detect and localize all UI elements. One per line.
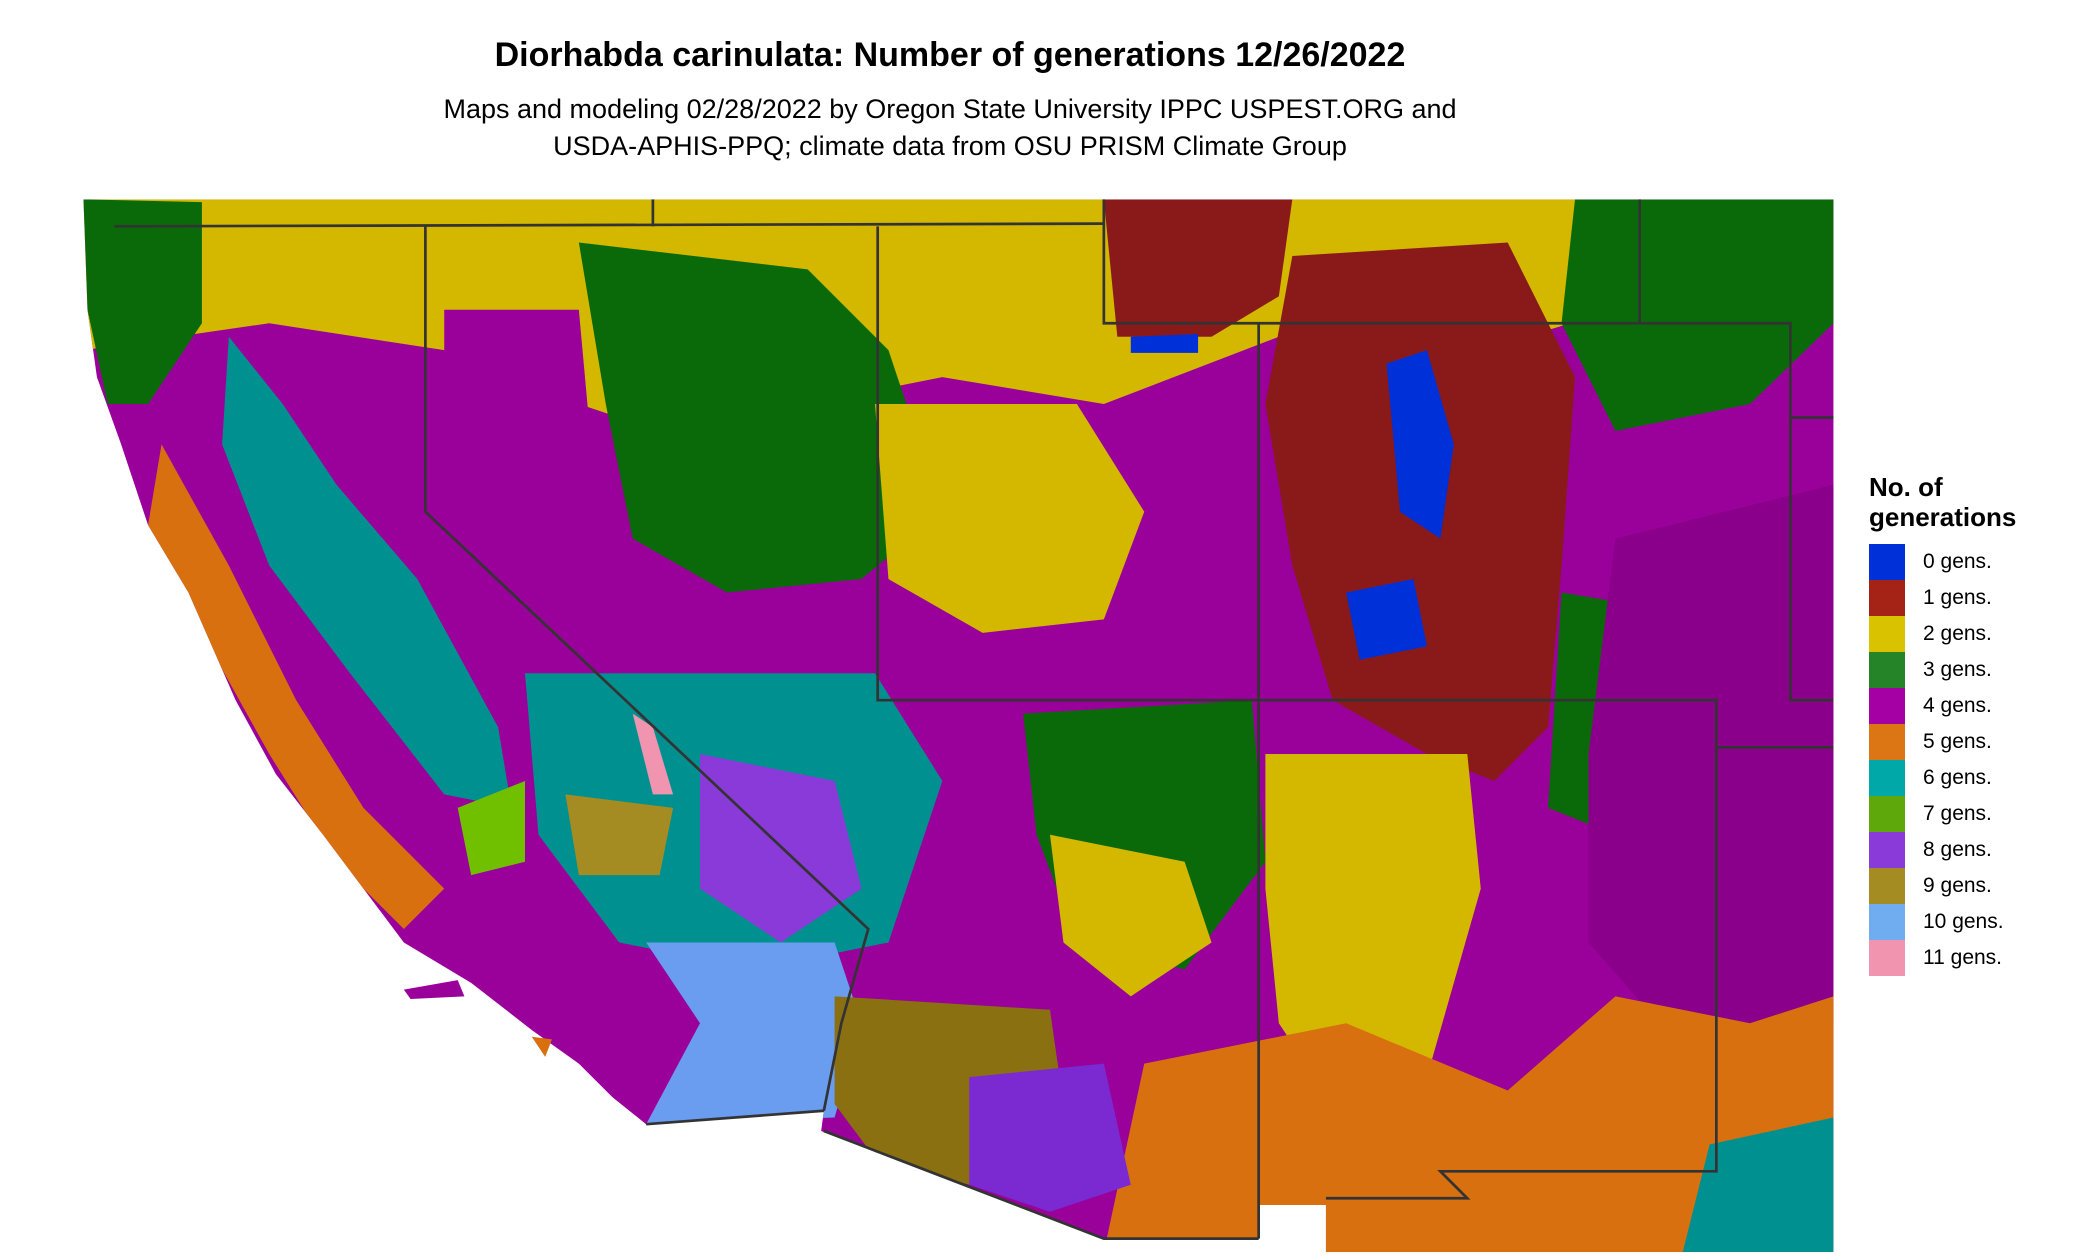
region-9-gens-west	[565, 794, 674, 876]
legend-swatch	[1869, 940, 1905, 976]
legend-swatch	[1869, 616, 1905, 652]
region-7-gens	[457, 780, 525, 876]
region-0-gens-2	[1346, 579, 1427, 660]
legend-item: 7 gens.	[1869, 796, 2016, 832]
state-borders	[114, 199, 1834, 1240]
legend-item: 2 gens.	[1869, 616, 2016, 652]
legend-label: 11 gens.	[1923, 946, 2003, 969]
legend-title: No. of generations	[1869, 472, 2016, 532]
legend-label: 6 gens.	[1923, 766, 1992, 789]
legend-item: 5 gens.	[1869, 724, 2016, 760]
legend-swatch	[1869, 688, 1905, 724]
region-2-gens-nm	[1265, 754, 1481, 1105]
legend-item: 6 gens.	[1869, 760, 2016, 796]
legend-label: 2 gens.	[1923, 622, 1992, 645]
legend-item: 4 gens.	[1869, 688, 2016, 724]
region-11-gens	[632, 713, 674, 795]
legend-label: 8 gens.	[1923, 838, 1992, 861]
legend-swatch	[1869, 652, 1905, 688]
legend-label: 3 gens.	[1923, 658, 1992, 681]
region-2-gens-az	[1050, 834, 1212, 997]
legend-label: 4 gens.	[1923, 694, 1992, 717]
region-3-gens-nevada	[578, 242, 943, 593]
island	[531, 1036, 552, 1057]
legend-swatch	[1869, 760, 1905, 796]
legend-swatch	[1869, 580, 1905, 616]
map-title: Diorhabda carinulata: Number of generati…	[494, 36, 1406, 74]
legend-label: 1 gens.	[1923, 586, 1992, 609]
legend-label: 5 gens.	[1923, 730, 1992, 753]
map-subtitle-line-2: USDA-APHIS-PPQ; climate data from OSU PR…	[553, 131, 1347, 161]
region-4-gens-east	[1588, 484, 1834, 1051]
region-3-gens-coast	[83, 199, 202, 405]
region-0-gens-1	[1386, 350, 1454, 539]
region-5-gens-south	[1103, 996, 1834, 1253]
legend-title-line: generations	[1869, 502, 2017, 532]
region-4-gens-nevada	[444, 309, 593, 539]
legend-item: 9 gens.	[1869, 868, 2016, 904]
legend-swatch	[1869, 832, 1905, 868]
region-0-gens-3	[1130, 334, 1199, 353]
region-1-gens-wyoming	[1103, 199, 1293, 337]
legend-swatch	[1869, 868, 1905, 904]
legend-item: 8 gens.	[1869, 832, 2016, 868]
legend-item: 1 gens.	[1869, 580, 2016, 616]
region-2-gens-utah	[875, 404, 1145, 633]
legend-swatch	[1869, 904, 1905, 940]
legend-label: 0 gens.	[1923, 550, 1992, 573]
region-8-gens	[969, 1063, 1131, 1212]
legend-item: 11 gens.	[1869, 940, 2016, 976]
region-3-gens-northeast	[1561, 199, 1834, 431]
region-10-gens	[646, 942, 862, 1125]
region-6-gens-southeast	[1682, 1117, 1834, 1253]
region-6-gens-central-valley	[222, 336, 512, 808]
region-5-gens-coast	[148, 444, 445, 930]
legend-title-line: No. of	[1869, 472, 1943, 502]
legend-item: 10 gens.	[1869, 904, 2016, 940]
legend-swatch	[1869, 544, 1905, 580]
legend-label: 7 gens.	[1923, 802, 1992, 825]
legend-label: 10 gens.	[1923, 910, 2004, 933]
legend-item: 3 gens.	[1869, 652, 2016, 688]
legend-label: 9 gens.	[1923, 874, 1992, 897]
legend: No. of generations 0 gens. 1 gens. 2 gens.…	[1869, 472, 2016, 976]
island	[403, 980, 465, 1000]
legend-item: 0 gens.	[1869, 544, 2016, 580]
legend-swatch	[1869, 724, 1905, 760]
map-subtitle-line-1: Maps and modeling 02/28/2022 by Oregon S…	[443, 94, 1457, 124]
legend-swatch	[1869, 796, 1905, 832]
